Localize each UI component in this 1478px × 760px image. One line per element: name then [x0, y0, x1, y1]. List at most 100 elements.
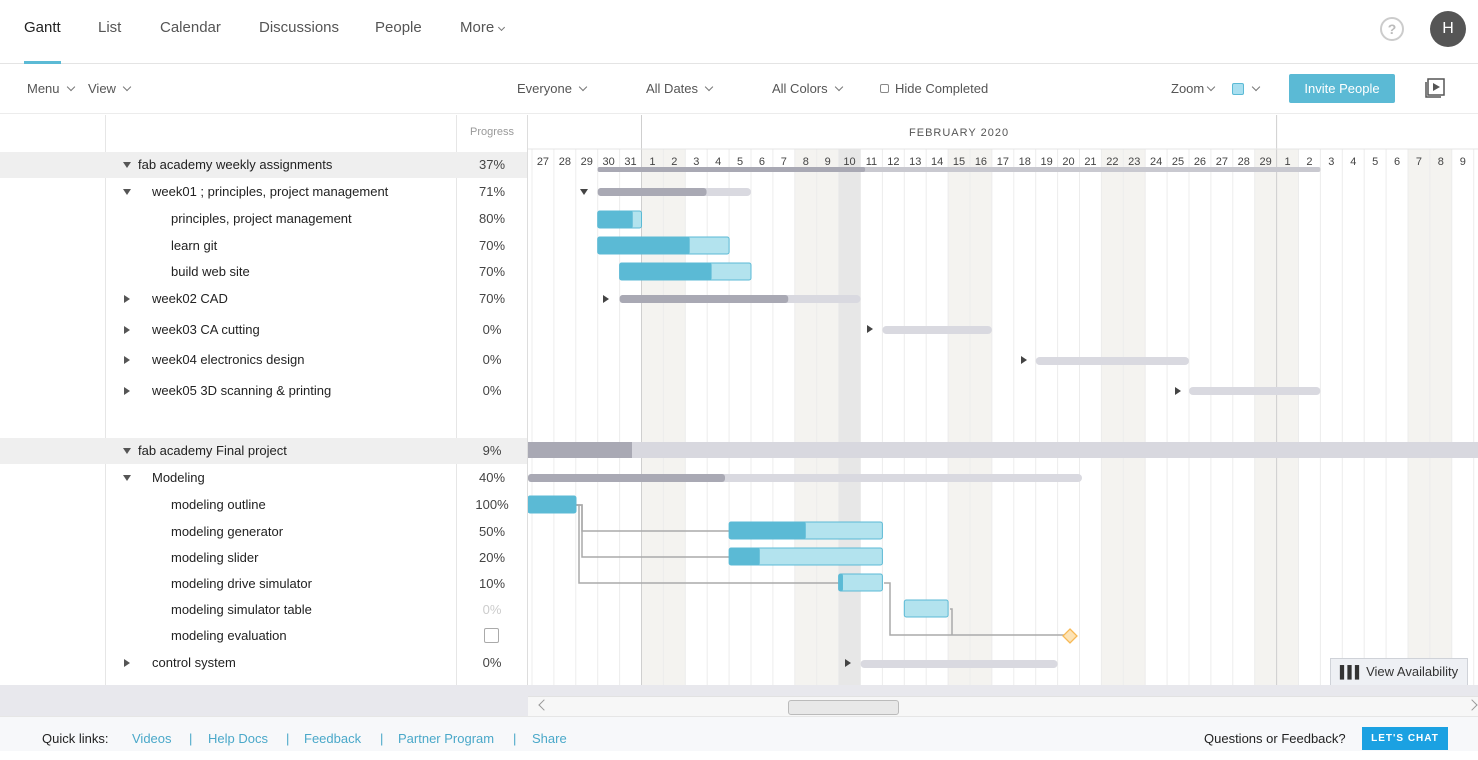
scroll-right-icon[interactable]: [1466, 699, 1478, 711]
expand-triangle-icon[interactable]: [124, 659, 130, 667]
hide-completed-toggle[interactable]: Hide Completed: [880, 64, 988, 114]
expand-triangle-icon[interactable]: [1175, 387, 1181, 395]
task-row[interactable]: Modeling 40%: [0, 465, 527, 491]
colors-filter[interactable]: All Colors: [772, 64, 843, 114]
task-name[interactable]: modeling generator: [171, 524, 284, 539]
task-row[interactable]: modeling evaluation: [0, 623, 527, 649]
partner-program-link[interactable]: Partner Program: [398, 731, 495, 746]
task-progress[interactable]: 70%: [478, 238, 506, 253]
scrollbar-thumb[interactable]: [788, 700, 899, 715]
task-row[interactable]: control system 0%: [0, 650, 527, 676]
task-progress[interactable]: 70%: [478, 291, 506, 306]
expand-triangle-icon[interactable]: [1021, 356, 1027, 364]
task-progress[interactable]: 0%: [482, 383, 502, 398]
task-progress[interactable]: 37%: [478, 157, 506, 172]
task-name[interactable]: learn git: [171, 238, 218, 253]
summary-bar-week05[interactable]: [1189, 387, 1321, 395]
task-row[interactable]: week02 CAD 70%: [0, 286, 527, 312]
collapse-triangle-icon[interactable]: [123, 162, 131, 168]
task-name[interactable]: modeling outline: [171, 497, 266, 512]
expand-triangle-icon[interactable]: [845, 659, 851, 667]
task-bar-modeling-slider[interactable]: [728, 547, 883, 566]
task-name[interactable]: Modeling: [152, 470, 205, 485]
task-row[interactable]: week01 ; principles, project management 7…: [0, 179, 527, 205]
help-docs-link[interactable]: Help Docs: [208, 731, 268, 746]
task-row[interactable]: learn git 70%: [0, 233, 527, 259]
task-name[interactable]: modeling drive simulator: [171, 576, 312, 591]
task-progress[interactable]: 20%: [478, 550, 506, 565]
task-row[interactable]: build web site 70%: [0, 259, 527, 285]
milestone-checkbox[interactable]: [484, 628, 499, 643]
task-progress[interactable]: 100%: [475, 497, 509, 512]
tab-list[interactable]: List: [98, 19, 122, 36]
expand-triangle-icon[interactable]: [603, 295, 609, 303]
task-progress[interactable]: 0%: [482, 352, 502, 367]
task-bar-modeling-outline[interactable]: [528, 495, 577, 514]
slideshow-play-icon[interactable]: [1424, 78, 1446, 98]
task-row[interactable]: modeling drive simulator 10%: [0, 571, 527, 597]
avatar[interactable]: H: [1430, 11, 1466, 47]
task-row[interactable]: week05 3D scanning & printing 0%: [0, 378, 527, 404]
task-name[interactable]: build web site: [171, 264, 250, 279]
everyone-filter[interactable]: Everyone: [517, 64, 588, 114]
hide-completed-checkbox[interactable]: [880, 84, 889, 93]
tab-calendar[interactable]: Calendar: [160, 19, 221, 36]
invite-people-button[interactable]: Invite People: [1289, 74, 1395, 103]
task-progress[interactable]: 40%: [478, 470, 506, 485]
feedback-link[interactable]: Feedback: [304, 731, 362, 746]
help-icon[interactable]: ?: [1380, 17, 1404, 41]
view-availability-button[interactable]: ▌▌▌ View Availability: [1330, 658, 1468, 685]
task-name[interactable]: week03 CA cutting: [152, 322, 260, 337]
task-name[interactable]: week04 electronics design: [152, 352, 305, 367]
task-name[interactable]: principles, project management: [171, 211, 352, 226]
task-name[interactable]: modeling evaluation: [171, 628, 287, 643]
task-progress[interactable]: 80%: [478, 211, 506, 226]
task-row[interactable]: modeling slider 20%: [0, 545, 527, 571]
expand-triangle-icon[interactable]: [124, 387, 130, 395]
collapse-triangle-icon[interactable]: [580, 189, 588, 195]
task-progress[interactable]: 10%: [478, 576, 506, 591]
task-progress[interactable]: 0%: [482, 655, 502, 670]
scroll-left-icon[interactable]: [538, 699, 550, 711]
horizontal-scrollbar[interactable]: [528, 696, 1478, 716]
expand-triangle-icon[interactable]: [124, 295, 130, 303]
task-name[interactable]: week01 ; principles, project management: [152, 184, 389, 199]
tab-people[interactable]: People: [375, 19, 422, 36]
group-row[interactable]: fab academy Final project 9%: [0, 438, 527, 464]
lets-chat-button[interactable]: LET'S CHAT: [1362, 727, 1448, 750]
task-name[interactable]: fab academy Final project: [138, 443, 287, 458]
tab-discussions[interactable]: Discussions: [259, 19, 340, 36]
task-progress[interactable]: 0%: [482, 602, 502, 617]
task-name[interactable]: fab academy weekly assignments: [138, 157, 333, 172]
task-name[interactable]: week05 3D scanning & printing: [152, 383, 332, 398]
milestone-diamond-icon[interactable]: [1062, 628, 1078, 644]
task-name[interactable]: control system: [152, 655, 236, 670]
zoom-dropdown[interactable]: Zoom: [1171, 64, 1216, 114]
summary-bar-control-system[interactable]: [860, 660, 1058, 668]
task-progress[interactable]: 70%: [478, 264, 506, 279]
summary-bar-week04[interactable]: [1035, 357, 1189, 365]
task-row[interactable]: modeling outline 100%: [0, 492, 527, 518]
expand-triangle-icon[interactable]: [867, 325, 873, 333]
expand-triangle-icon[interactable]: [124, 326, 130, 334]
menu-dropdown[interactable]: Menu: [27, 64, 75, 114]
task-row[interactable]: modeling simulator table 0%: [0, 597, 527, 623]
task-row[interactable]: week04 electronics design 0%: [0, 347, 527, 373]
task-row[interactable]: principles, project management 80%: [0, 206, 527, 232]
color-picker[interactable]: [1232, 64, 1261, 114]
collapse-triangle-icon[interactable]: [123, 189, 131, 195]
task-progress[interactable]: 71%: [478, 184, 506, 199]
expand-triangle-icon[interactable]: [124, 356, 130, 364]
task-progress[interactable]: 50%: [478, 524, 506, 539]
task-progress[interactable]: 9%: [482, 443, 502, 458]
summary-bar-final-project[interactable]: [528, 442, 1478, 458]
task-progress[interactable]: 0%: [482, 322, 502, 337]
view-dropdown[interactable]: View: [88, 64, 132, 114]
task-name[interactable]: week02 CAD: [152, 291, 228, 306]
task-bar-modeling-drive-simulator[interactable]: [838, 573, 883, 592]
tab-more[interactable]: More: [460, 0, 506, 64]
summary-bar-week03[interactable]: [882, 326, 992, 334]
task-row[interactable]: modeling generator 50%: [0, 519, 527, 545]
task-name[interactable]: modeling slider: [171, 550, 259, 565]
collapse-triangle-icon[interactable]: [123, 448, 131, 454]
